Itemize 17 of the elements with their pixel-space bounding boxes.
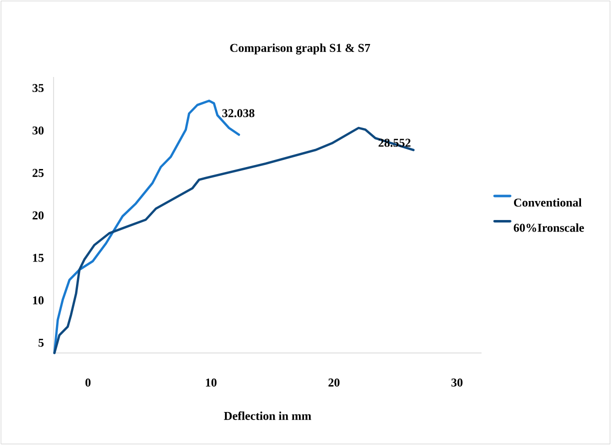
x-tick-label: 0 — [85, 378, 91, 387]
legend-label: Conventional — [514, 198, 582, 207]
x-tick-label: 30 — [451, 378, 462, 387]
y-tick-label: 15 — [33, 254, 44, 262]
x-axis-title: Deflection in mm — [224, 411, 312, 420]
y-tick-label: 30 — [32, 126, 44, 135]
legend-label: 60%Ironscale — [514, 223, 584, 232]
x-tick-label: 20 — [328, 378, 340, 387]
y-tick-label: 20 — [32, 211, 44, 220]
y-tick-label: 10 — [33, 296, 44, 304]
annotation: 32.038 — [222, 109, 254, 118]
chart-title: Comparison graph S1 & S7 — [230, 44, 370, 54]
y-tick-label: 35 — [32, 84, 44, 92]
x-tick-label: 10 — [206, 378, 217, 387]
y-tick-label: 25 — [32, 168, 44, 177]
line-series — [53, 126, 415, 354]
y-tick-label: 5 — [38, 338, 44, 347]
